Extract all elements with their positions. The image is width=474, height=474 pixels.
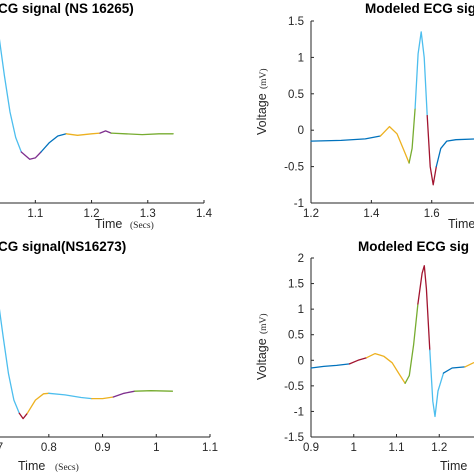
ecg-trace-segment	[0, 308, 20, 414]
x-tick-label: 0.7	[0, 442, 3, 454]
ecg-trace	[310, 265, 474, 418]
x-tick-label: 1.2	[84, 208, 100, 220]
ecg-trace-segment	[379, 125, 410, 164]
x-axis-label: Time	[18, 459, 45, 473]
ecg-trace-segment	[65, 132, 101, 136]
y-tick-label: -0.5	[284, 381, 304, 393]
panel-top-left: CG signal (NS 16265) 11.11.21.31.4 Time …	[0, 1, 213, 231]
y-axis-label: Voltage	[255, 338, 269, 380]
ecg-trace-segment	[417, 265, 431, 351]
x-axis-label: Time	[448, 217, 474, 231]
y-axis-unit: (mV)	[258, 68, 269, 89]
ecg-trace-segment	[134, 390, 174, 392]
panel-title: CG signal (NS 16265)	[0, 1, 134, 16]
ecg-trace	[310, 31, 474, 186]
x-ticks: 0.9 1 1.1 1.2	[303, 434, 447, 454]
ecg-trace-segment	[414, 31, 428, 117]
y-tick-label: 0.5	[288, 89, 304, 101]
y-tick-label: -0.5	[284, 162, 304, 174]
x-tick-label: 1	[153, 442, 159, 454]
x-tick-label: 0.9	[95, 442, 111, 454]
ecg-trace-segment	[429, 349, 445, 418]
y-ticks: -1 -0.5 0 0.5 1 1.5	[284, 16, 314, 210]
ecg-trace-segment	[310, 363, 351, 369]
y-tick-label: 0	[298, 125, 304, 137]
ecg-trace-segment	[426, 114, 437, 186]
panel-title: Modeled ECG sign	[365, 1, 474, 16]
panel-bottom-left: CG signal(NS16273) 0.7 0.8 0.9 1 1.1 Time (S…	[0, 239, 218, 473]
x-tick-label: 1.1	[202, 442, 218, 454]
y-tick-label: -1	[294, 198, 304, 210]
y-tick-label: 2	[298, 253, 304, 265]
ecg-trace	[0, 38, 174, 160]
ecg-trace-segment	[112, 390, 136, 398]
ecg-trace-segment	[408, 107, 416, 164]
panel-top-right: Modeled ECG sign -1-0.500.511.5 1.2 1.4 1.…	[255, 1, 474, 231]
x-axis-unit: (Secs)	[130, 220, 154, 231]
x-tick-label: 1.3	[140, 208, 156, 220]
x-axis-label: Time	[95, 217, 122, 231]
x-tick-label: 1.1	[389, 442, 405, 454]
x-tick-label: 1.6	[424, 208, 440, 220]
panel-title: CG signal(NS16273)	[0, 239, 126, 254]
ecg-trace-segment	[0, 38, 22, 153]
ecg-trace-segment	[40, 133, 67, 153]
y-tick-label: 0	[298, 355, 304, 367]
x-axis-label: Time	[440, 459, 467, 473]
x-ticks: 0.7 0.8 0.9 1 1.1	[0, 434, 218, 454]
panel-title: Modeled ECG sig	[358, 239, 469, 254]
y-tick-label: 1	[298, 304, 304, 316]
ecg-trace-segment	[110, 132, 174, 136]
x-axis-unit: (Secs)	[55, 462, 79, 473]
ecg-trace	[0, 308, 174, 420]
x-tick-label: 1.1	[27, 208, 43, 220]
y-axis-label: Voltage	[255, 93, 269, 135]
ecg-trace-segment	[348, 357, 368, 365]
y-tick-label: 1	[298, 52, 304, 64]
ecg-trace-segment	[435, 138, 474, 168]
panel-bottom-right: Modeled ECG sig -1.5 -1 -0.5 0 0.5 1 1.5 2 0.9 1…	[255, 239, 474, 473]
ecg-trace-segment	[48, 392, 93, 400]
ecg-trace-segment	[464, 361, 474, 368]
ecg-trace-segment	[365, 352, 406, 384]
y-ticks: -1.5 -1 -0.5 0 0.5 1 1.5 2	[284, 253, 314, 444]
ecg-trace-segment	[18, 412, 28, 420]
y-tick-label: 0.5	[288, 330, 304, 342]
x-tick-label: 1.2	[431, 442, 447, 454]
ecg-trace-segment	[26, 392, 50, 414]
x-tick-label: 1	[351, 442, 357, 454]
ecg-trace-segment	[20, 151, 42, 160]
y-tick-label: 1.5	[288, 16, 304, 28]
x-tick-label: 1.4	[363, 208, 380, 220]
y-axis-title: Voltage (mV)	[255, 68, 269, 135]
x-tick-label: 0.8	[41, 442, 57, 454]
ecg-trace-segment	[99, 130, 112, 134]
ecg-trace-segment	[442, 366, 466, 374]
y-tick-label: -1	[294, 406, 304, 418]
x-ticks: 1.2 1.4 1.6	[303, 200, 440, 220]
x-tick-label: 0.9	[303, 442, 319, 454]
y-axis-title: Voltage (mV)	[255, 313, 269, 380]
ecg-trace-segment	[404, 303, 419, 384]
x-tick-label: 1.4	[196, 208, 213, 220]
ecg-trace-segment	[91, 396, 114, 400]
x-ticks: 11.11.21.31.4	[27, 200, 213, 220]
ecg-trace-segment	[310, 135, 382, 142]
x-tick-label: 1.2	[303, 208, 319, 220]
y-tick-label: 1.5	[288, 279, 304, 291]
y-tick-label: -1.5	[284, 432, 304, 444]
y-axis-unit: (mV)	[258, 313, 269, 334]
